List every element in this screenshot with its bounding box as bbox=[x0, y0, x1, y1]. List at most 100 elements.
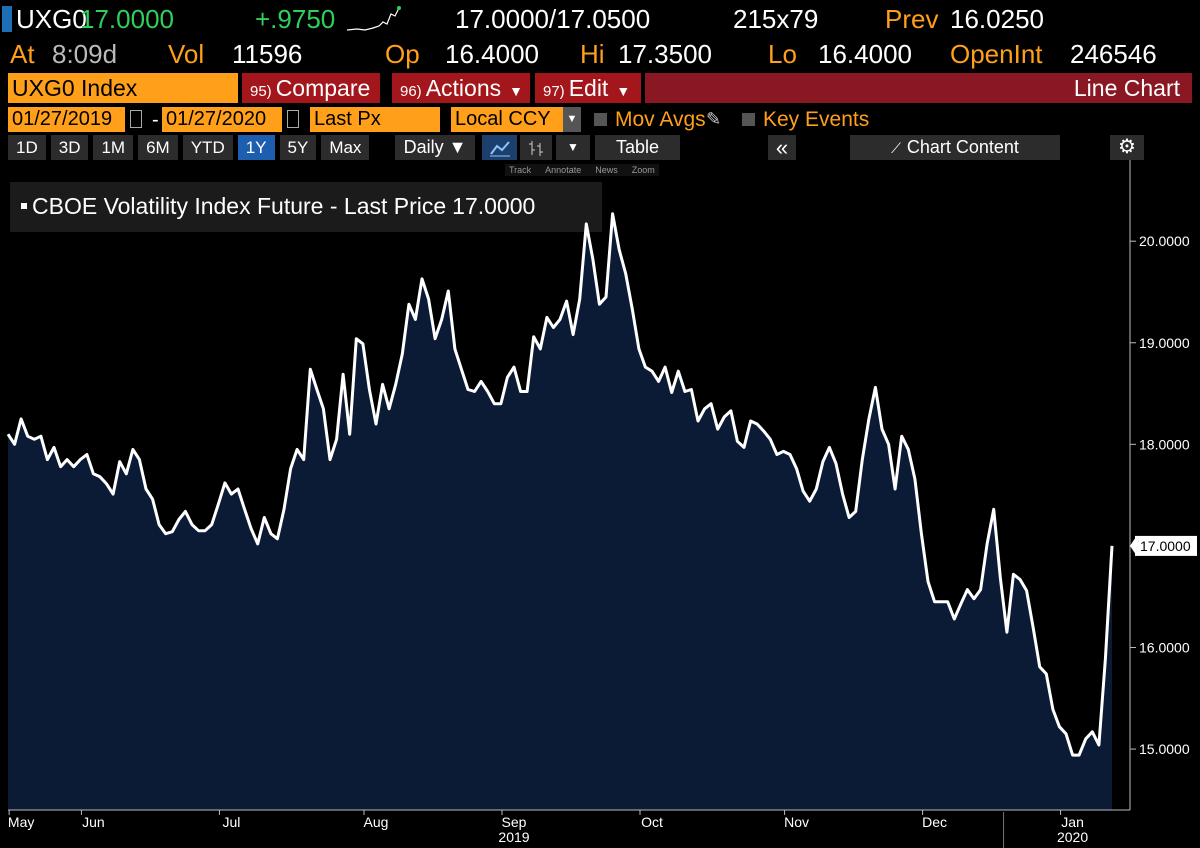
frequency-select[interactable]: Daily ▼ bbox=[395, 135, 475, 160]
low-label: Lo bbox=[768, 39, 797, 69]
x-group-label: 2020 bbox=[1057, 829, 1088, 845]
bar-mode-button[interactable] bbox=[520, 135, 552, 160]
end-date[interactable]: 01/27/2020 bbox=[162, 107, 282, 132]
sparkline bbox=[346, 7, 400, 31]
period-button[interactable]: 3D bbox=[50, 135, 89, 160]
start-date[interactable]: 01/27/2019 bbox=[8, 107, 125, 132]
table-button[interactable]: Table bbox=[595, 135, 680, 160]
x-tick-label: Jan bbox=[1061, 814, 1084, 830]
chart-tools: Track Annotate News Zoom bbox=[505, 164, 659, 176]
open-interest: 246546 bbox=[1070, 39, 1157, 69]
chart-type: Line Chart bbox=[1073, 75, 1180, 101]
area bbox=[8, 213, 1112, 811]
x-tick-label: Dec bbox=[922, 814, 947, 830]
high-label: Hi bbox=[580, 39, 605, 69]
prev-close: 16.0250 bbox=[950, 4, 1044, 34]
bar-icon bbox=[529, 141, 543, 156]
tool-button[interactable]: Track bbox=[509, 165, 532, 175]
currency-select[interactable]: Local CCY bbox=[451, 107, 563, 132]
open: 16.4000 bbox=[445, 39, 539, 69]
button-label: Actions bbox=[425, 75, 502, 101]
edit-button[interactable]: 97) Edit ▼ bbox=[535, 73, 641, 103]
period-buttons: 1D 3D 1M 6M YTD 1Y 5Y Max bbox=[8, 135, 370, 160]
x-group-label: 2019 bbox=[498, 829, 529, 845]
key-events-label: Key Events bbox=[763, 108, 870, 131]
actions-button[interactable]: 96) Actions ▼ bbox=[392, 73, 530, 103]
x-tick-label: Aug bbox=[364, 814, 389, 830]
dropdown-arrow: ▼ bbox=[509, 83, 523, 99]
high: 17.3500 bbox=[618, 39, 712, 69]
mov-avgs-label: Mov Avgs bbox=[615, 108, 706, 131]
legend-name: CBOE Volatility Index Future - Last Pric… bbox=[32, 193, 446, 219]
net-change: +.9750 bbox=[255, 4, 336, 34]
legend: CBOE Volatility Index Future - Last Pric… bbox=[32, 193, 535, 219]
key-events-checkbox[interactable] bbox=[742, 113, 755, 126]
period-button[interactable]: Max bbox=[321, 135, 370, 160]
last-value-box bbox=[1135, 535, 1197, 556]
chart-content-button[interactable]: ⟋ Chart Content bbox=[850, 135, 1060, 160]
button-number: 95) bbox=[250, 83, 272, 100]
dropdown-arrow: ▼ bbox=[616, 83, 631, 99]
date-separator: - bbox=[152, 109, 159, 131]
sparkline-icon bbox=[346, 6, 401, 31]
period-button[interactable]: 1Y bbox=[237, 135, 275, 160]
bid-ask: 17.0000/17.0500 bbox=[455, 4, 651, 34]
security-field[interactable]: UXG0 Index bbox=[8, 73, 238, 103]
period-button[interactable]: 1D bbox=[8, 135, 46, 160]
chart-type-bar[interactable]: Line Chart bbox=[645, 73, 1192, 103]
chart-content-label: Chart Content bbox=[906, 137, 1019, 157]
y-tick-label: 16.0000 bbox=[1139, 639, 1190, 655]
volume: 11596 bbox=[232, 39, 303, 69]
last-price: 17.0000 bbox=[80, 4, 174, 34]
legend-swatch bbox=[21, 203, 27, 209]
mov-avgs-checkbox[interactable] bbox=[594, 113, 607, 126]
tool-button[interactable]: News bbox=[595, 165, 618, 175]
y-tick-label: 18.0000 bbox=[1139, 436, 1190, 452]
field-select[interactable]: Last Px bbox=[310, 107, 440, 132]
chart-icon: ⟋ bbox=[891, 140, 901, 156]
button-number: 96) bbox=[400, 83, 422, 100]
time: 8:09d bbox=[52, 39, 118, 69]
button-number: 97) bbox=[543, 83, 565, 100]
y-tick-label: 15.0000 bbox=[1139, 741, 1190, 757]
collapse-button[interactable]: « bbox=[768, 135, 796, 160]
calendar-icon[interactable] bbox=[287, 110, 299, 128]
x-tick-label: May bbox=[8, 814, 34, 830]
period-button[interactable]: 6M bbox=[138, 135, 178, 160]
open-label: Op bbox=[385, 39, 420, 69]
prev-label: Prev bbox=[885, 4, 939, 34]
y-tick-label: 20.0000 bbox=[1139, 233, 1190, 249]
tool-button[interactable]: Zoom bbox=[631, 165, 655, 175]
x-tick-label: Oct bbox=[641, 814, 663, 830]
x-tick-label: Jun bbox=[82, 814, 105, 830]
x-tick-label: Sep bbox=[502, 814, 527, 830]
chart: CBOE Volatility Index Future - Last Pric… bbox=[6, 160, 1197, 848]
frequency: Daily bbox=[403, 137, 444, 157]
volume-label: Vol bbox=[168, 39, 205, 69]
ticker: UXG0 bbox=[16, 4, 87, 34]
sparkline-dot bbox=[397, 6, 401, 10]
period-button[interactable]: YTD bbox=[182, 135, 233, 160]
time-label: At bbox=[10, 39, 35, 69]
button-label: Edit bbox=[568, 75, 609, 101]
last-value-pointer bbox=[1130, 536, 1136, 555]
pencil-icon[interactable]: ✎ bbox=[706, 109, 722, 129]
line-mode-button[interactable] bbox=[482, 135, 517, 160]
button-label: Compare bbox=[275, 75, 371, 101]
open-interest-label: OpenInt bbox=[950, 39, 1043, 69]
compare-button[interactable]: 95) Compare bbox=[242, 73, 380, 103]
line-icon bbox=[489, 141, 510, 157]
tool-button[interactable]: Annotate bbox=[545, 165, 582, 175]
period-button[interactable]: 1M bbox=[93, 135, 134, 160]
x-tick-label: Nov bbox=[784, 814, 809, 830]
legend-value: 17.0000 bbox=[452, 193, 535, 219]
period-button[interactable]: 5Y bbox=[279, 135, 317, 160]
calendar-icon[interactable] bbox=[130, 110, 142, 128]
settings-button[interactable]: ⚙ bbox=[1110, 135, 1144, 160]
x-tick-label: Jul bbox=[222, 814, 240, 830]
low: 16.4000 bbox=[818, 39, 912, 69]
mode-dropdown[interactable]: ▼ bbox=[556, 135, 590, 160]
currency-dropdown[interactable]: ▼ bbox=[563, 107, 581, 132]
trade-size: 215x79 bbox=[733, 4, 819, 34]
